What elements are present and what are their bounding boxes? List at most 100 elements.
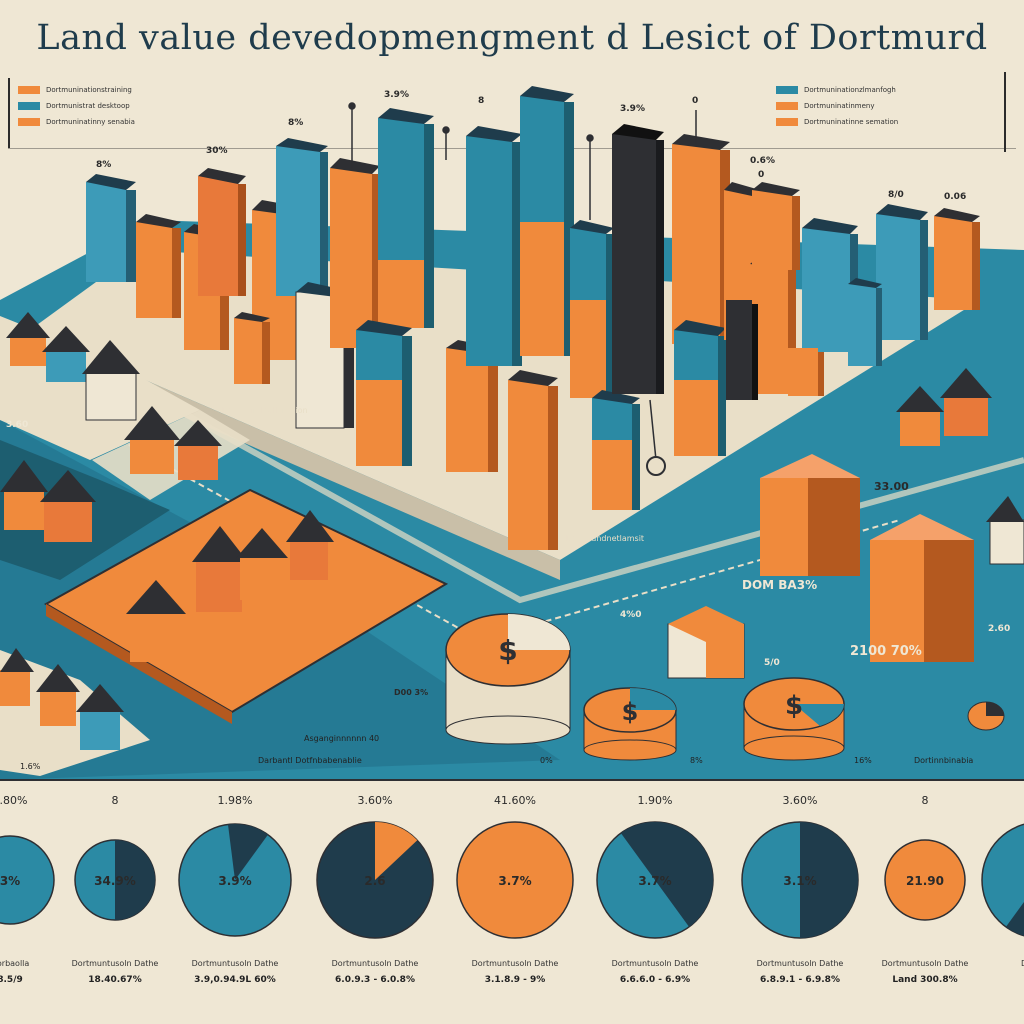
plot-value-label: D00 3% (394, 688, 429, 697)
legend-swatch (18, 118, 40, 126)
house (0, 648, 34, 706)
axis-tick-label: 16% (854, 756, 872, 765)
legend-swatch (776, 86, 798, 94)
legend-label: Dortmuninatinne semation (804, 118, 899, 126)
pie-caption: Dortbraln (1021, 959, 1024, 968)
legend-swatch (18, 86, 40, 94)
pie-center-label: 3.7% (498, 874, 531, 888)
pie-chart: 8.63.9%Dortbraln0.6% (981, 823, 1024, 968)
house (40, 470, 96, 542)
pie-caption: Dortmuntusoln Dathe (192, 959, 279, 968)
coin-stack: $ (445, 613, 571, 745)
orange-plot-edge (46, 604, 232, 724)
tower-value-label: 3.9% (620, 104, 645, 114)
tower (592, 390, 640, 510)
pie-chart: 8 34.9% Dortmuntusoln Dathe 18.40.67% (72, 794, 159, 985)
legend-swatch (776, 118, 798, 126)
house (76, 684, 124, 750)
pie-value: 3.9,0.94.9L 60% (194, 975, 276, 985)
legend-item: Dortmuninatinmeny (776, 98, 898, 114)
pie-top-label: 8.80% (0, 794, 27, 807)
tower (198, 168, 246, 296)
pie-center-label: 21.90 (906, 874, 944, 888)
pie-chart: 41.60% 3.7% Dortmuntusoln Dathe 3.1.8.9 - 9… (456, 794, 574, 985)
house (42, 326, 90, 382)
svg-text:$: $ (785, 691, 803, 721)
pie-chart: 1.90% 3.7% Dortmuntusoln Dathe 6.6.6.0 - 6.… (596, 794, 714, 985)
pie-base (0, 835, 55, 925)
tower-value-label: 8% (96, 160, 112, 170)
tower (446, 340, 498, 472)
pie-base (456, 821, 574, 939)
house (236, 528, 288, 600)
pie-caption: Dorbaolla (0, 959, 29, 968)
legend-swatch (776, 102, 798, 110)
plot-value-label: 2.60 (988, 624, 1011, 634)
mini-legend-label: Darbantl Dotfnbabenablie (258, 756, 362, 765)
apartment (870, 514, 974, 662)
pie-top-label: 3.60% (358, 794, 393, 807)
pie-top-label: 8 (112, 794, 119, 807)
pie-chart: 3.60% 3.1% Dortmuntusoln Dathe 6.8.9.1 - 6.… (741, 794, 859, 985)
apartment (760, 454, 860, 576)
pie-slice (115, 840, 155, 920)
tower (234, 312, 270, 384)
mini-legend-label: Asganginnnnnn 40 (304, 734, 380, 743)
pie-value: 18.40.67% (88, 975, 141, 985)
district-value-label: DOM BA3% (742, 578, 818, 592)
frame-rule-left (8, 78, 10, 148)
house (896, 386, 944, 446)
tower (508, 370, 558, 550)
legend-item: Dortmunistrat desktoop (18, 98, 135, 114)
pie-slice (375, 822, 418, 880)
plot-value-label: 4%0 (620, 610, 642, 620)
pie-caption: Dortmuntusoln Dathe (472, 959, 559, 968)
tower-value-label: 8 (478, 96, 485, 106)
pie-value: 6.0.9.3 - 6.0.8% (335, 975, 415, 985)
house (6, 312, 50, 366)
tower-value-label: 0 (692, 96, 699, 106)
legend-label: Dortmuninatinmeny (804, 102, 875, 110)
pie-caption: Dortmuntusoln Dathe (332, 959, 419, 968)
pie-value: Land 300.8% (892, 975, 957, 985)
tower (330, 158, 380, 348)
pie-caption: Dortmuntusoln Dathe (72, 959, 159, 968)
legend-label: Dortmuninatinny senabia (46, 118, 135, 126)
house (192, 526, 248, 612)
house (0, 460, 48, 530)
legend-left: Dortmuninationstraining Dortmunistrat de… (18, 82, 135, 130)
tower (752, 182, 800, 270)
pie-row: 8.80% 3% Dorbaolla 8.5/9 8 34.9% Dortmuntusoln… (0, 794, 1024, 985)
house (82, 340, 140, 421)
legend-item: Dortmuninatinne semation (776, 114, 898, 130)
pie-value: 3.1.8.9 - 9% (485, 975, 546, 985)
tower (86, 174, 136, 282)
legend-item: Dortmuninationstraining (18, 82, 135, 98)
pie-center-label: 3.9% (218, 874, 251, 888)
axis-tick-label: 8% (690, 756, 703, 765)
tower (876, 204, 928, 340)
pie-top-label: 1.90% (638, 794, 673, 807)
pie-chart: 3.60% 2.6 Dortmuntusoln Dathe 6.0.9.3 - 6.0… (316, 794, 434, 985)
pie-chart: 1.98% 3.9% Dortmuntusoln Dathe 3.9,0.94.9L … (178, 794, 292, 985)
pie-center-label: 3% (0, 874, 20, 888)
legend-label: Dortmunistrat desktoop (46, 102, 130, 110)
coin-stack: $ (583, 687, 677, 761)
coin-stack: $ (743, 677, 845, 761)
plot-value-label: 33.00 (874, 480, 909, 493)
house (124, 406, 180, 474)
pie-chart: 8 21.90 Dortmuntusoln Dathe Land 300.8% (882, 794, 969, 985)
pie-slice (227, 824, 268, 880)
tower (612, 124, 664, 394)
tower (934, 208, 980, 310)
pie-caption: Dortmuntusoln Dathe (612, 959, 699, 968)
tower (466, 126, 522, 366)
pie-slice (800, 822, 858, 938)
pie-top-label: 8 (922, 794, 929, 807)
legend-label: Dortmuninationstraining (46, 86, 132, 94)
legend-label: Dortmuninationzlmanfogh (804, 86, 896, 94)
legend-right: Dortmuninationzlmanfogh Dortmuninatinmen… (776, 82, 898, 130)
tower (726, 300, 758, 400)
house (986, 496, 1024, 565)
